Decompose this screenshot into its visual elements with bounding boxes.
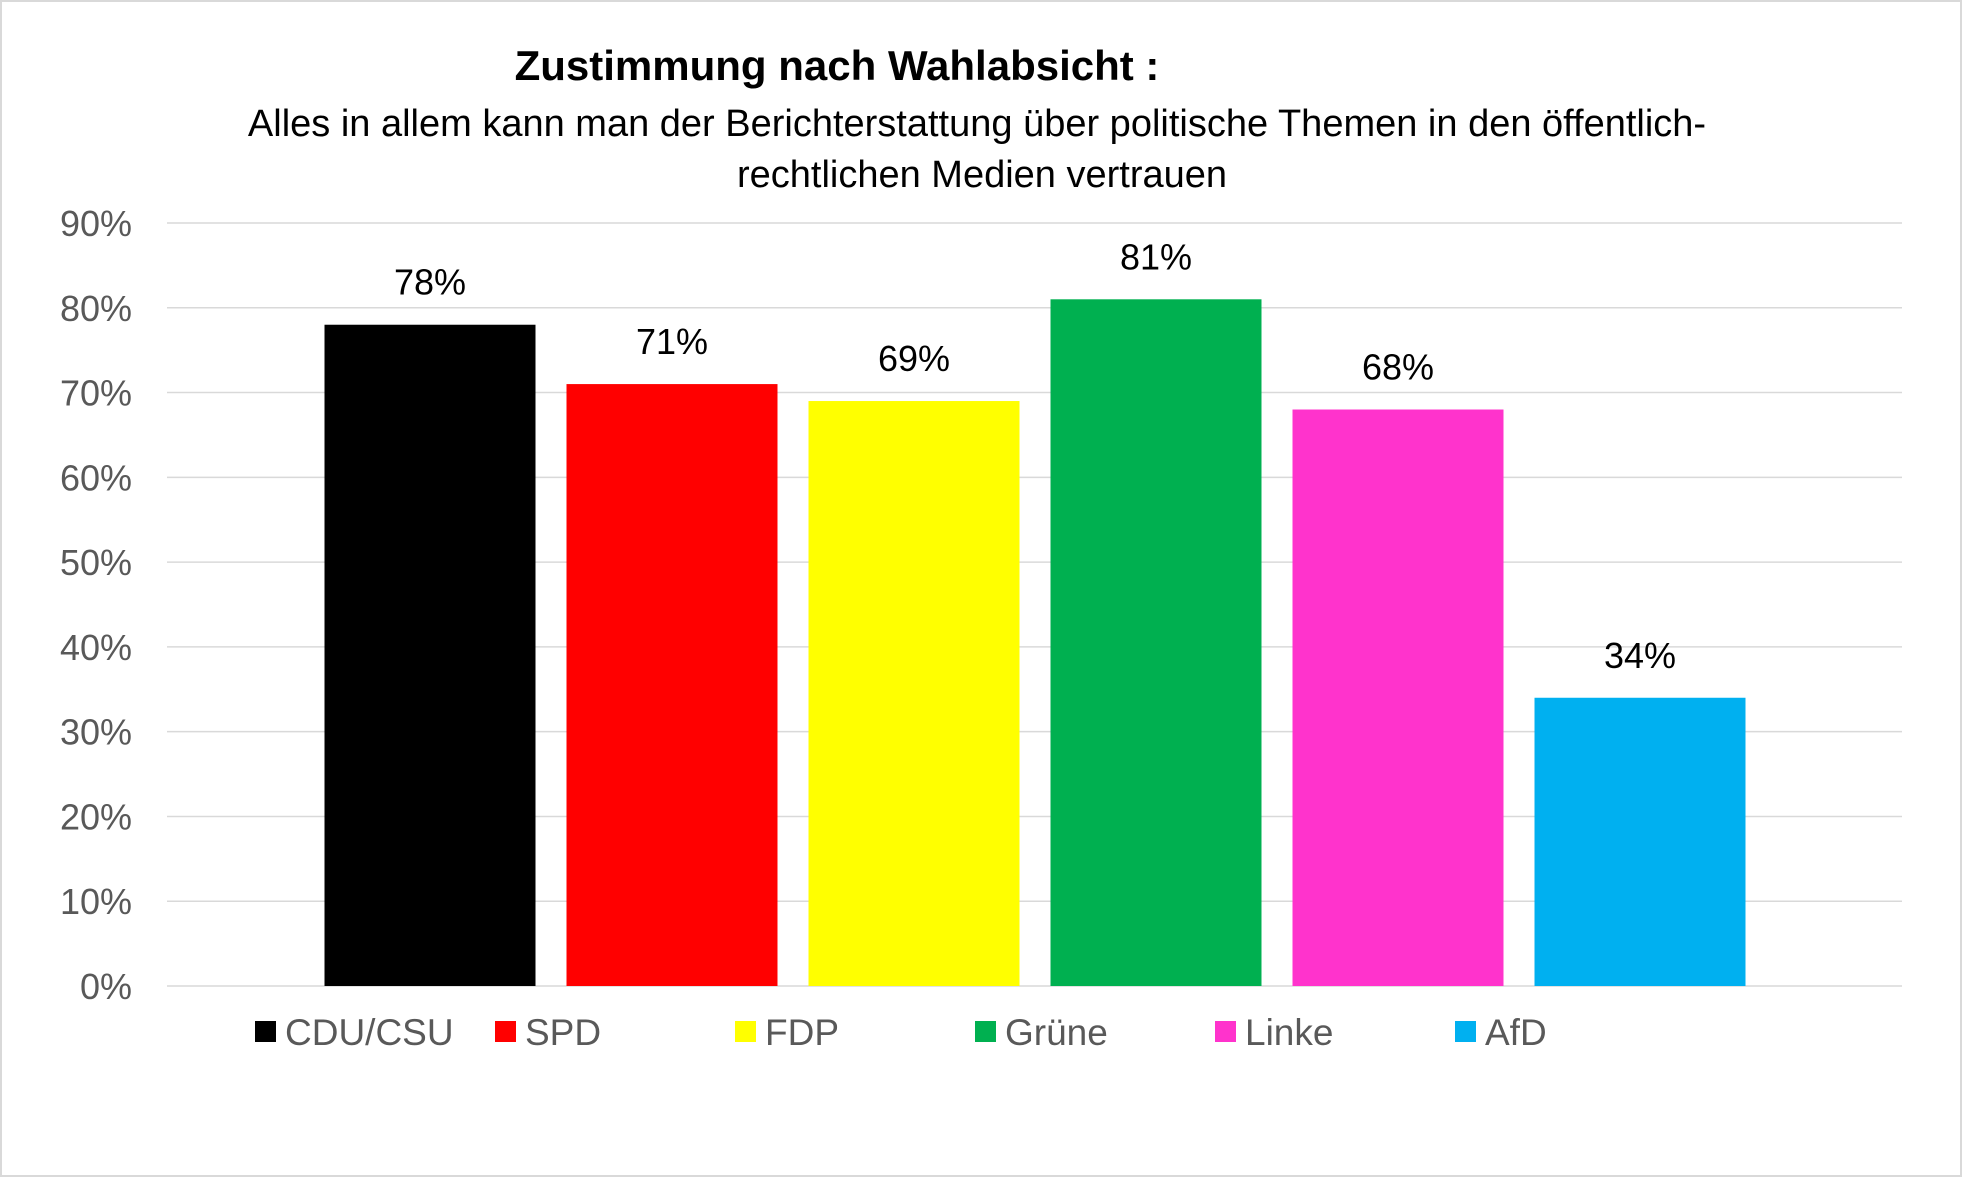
legend-label: Linke [1245, 1012, 1333, 1053]
data-label: 81% [1120, 236, 1192, 277]
legend-label: FDP [765, 1012, 839, 1053]
legend-swatch [255, 1021, 276, 1042]
y-tick-label: 10% [60, 881, 132, 922]
legend: CDU/CSU SPD FDP Grüne Linke AfD [255, 1012, 1547, 1053]
data-label: 34% [1604, 635, 1676, 676]
legend-swatch [975, 1021, 996, 1042]
data-label: 69% [878, 338, 950, 379]
legend-swatch [1215, 1021, 1236, 1042]
y-tick-label: 90% [60, 203, 132, 244]
legend-label: Grüne [1005, 1012, 1108, 1053]
y-tick-label: 40% [60, 627, 132, 668]
legend-swatch [735, 1021, 756, 1042]
data-label: 78% [394, 262, 466, 303]
bar-gr-ne [1050, 299, 1262, 986]
y-tick-label: 50% [60, 542, 132, 583]
chart-subtitle-line-2: rechtlichen Medien vertrauen [737, 154, 1227, 196]
bar-fdp [808, 401, 1020, 986]
y-tick-label: 30% [60, 712, 132, 753]
y-tick-label: 60% [60, 457, 132, 498]
bar-spd [566, 384, 778, 987]
legend-label: AfD [1485, 1012, 1547, 1053]
chart-subtitle-line-1: Alles in allem kann man der Berichtersta… [248, 103, 1706, 145]
data-label: 71% [636, 321, 708, 362]
legend-swatch [495, 1021, 516, 1042]
bars [324, 299, 1746, 987]
data-labels: 78% 71% 69% 81% 68% 34% [394, 236, 1676, 675]
y-tick-label: 0% [80, 966, 132, 1007]
bar-afd [1534, 697, 1746, 986]
legend-swatch [1455, 1021, 1476, 1042]
bar-cdu-csu [324, 324, 536, 986]
y-tick-label: 70% [60, 373, 132, 414]
bar-linke [1292, 409, 1504, 986]
y-axis-ticks: 0% 10% 20% 30% 40% 50% 60% 70% 80% 90% [60, 203, 132, 1007]
y-tick-label: 20% [60, 796, 132, 837]
data-label: 68% [1362, 347, 1434, 388]
legend-label: SPD [525, 1012, 601, 1053]
legend-label: CDU/CSU [285, 1012, 454, 1053]
y-tick-label: 80% [60, 288, 132, 329]
chart-title: Zustimmung nach Wahlabsicht : [515, 42, 1160, 89]
